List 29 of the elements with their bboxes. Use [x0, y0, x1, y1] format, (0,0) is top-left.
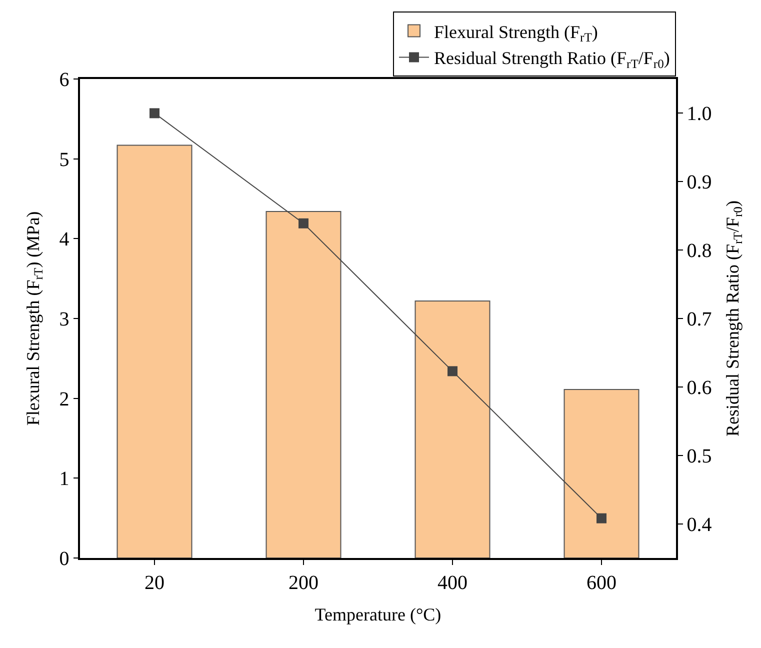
- x-axis-title: Temperature (°C): [314, 604, 442, 624]
- bar: [116, 144, 192, 558]
- x-tick-label: 20: [144, 572, 164, 594]
- y-tick-label: 3: [59, 308, 70, 330]
- y2-tick-label: 0.7: [686, 308, 712, 330]
- y2-tick-label: 1.0: [686, 103, 712, 126]
- y2-tick-label: 0.6: [686, 376, 712, 399]
- y2-tick-label: 0.8: [686, 240, 712, 262]
- x-tick-label: 400: [438, 572, 468, 594]
- y2-tick-label: 0.4: [686, 514, 712, 536]
- y-tick-label: 2: [59, 388, 70, 410]
- y-tick-label: 5: [59, 148, 70, 171]
- bar: [564, 389, 640, 558]
- y-tick-label: 4: [59, 228, 70, 251]
- point: [298, 218, 308, 228]
- bar: [414, 300, 490, 558]
- point: [150, 108, 160, 118]
- x-tick-label: 200: [288, 572, 318, 594]
- point: [448, 366, 458, 376]
- legend-label: Flexural Strength (F$_{rT}$): [434, 22, 598, 45]
- point: [596, 513, 606, 524]
- legend-label: Residual Strength Ratio (F$_{rT}$/F$_{r0}$): [434, 48, 670, 72]
- bar: [266, 211, 342, 558]
- y2-tick-label: 0.5: [686, 445, 712, 468]
- y-tick-label: 6: [59, 69, 70, 91]
- y-tick-label: 0: [59, 548, 70, 570]
- y2-tick-label: 0.9: [686, 172, 712, 194]
- y-tick-label: 1: [59, 468, 70, 490]
- x-tick-label: 600: [586, 572, 616, 594]
